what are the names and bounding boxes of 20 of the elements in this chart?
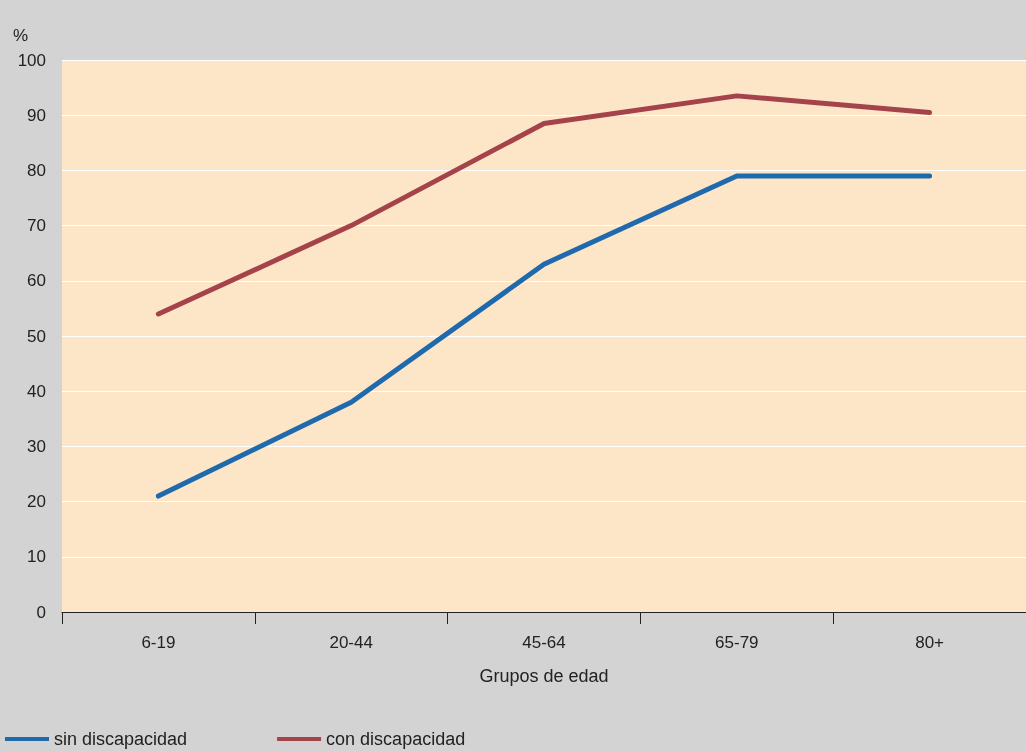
x-tick-label: 20-44 [329,633,373,652]
y-tick-label: 60 [27,271,46,291]
legend-label: con discapacidad [326,729,466,749]
y-axis-title: % [13,26,29,45]
y-tick-label: 0 [36,602,46,622]
y-tick-label: 100 [17,50,46,70]
legend-label: sin discapacidad [54,729,188,749]
x-tick-label: 65-79 [715,633,759,652]
y-tick-label: 70 [27,216,46,236]
y-tick-label: 20 [27,492,46,512]
y-tick-label: 30 [27,436,46,456]
y-tick-label: 90 [27,105,46,125]
x-tick-label: 45-64 [522,633,566,652]
y-tick-label: 10 [27,547,46,567]
x-tick-label: 6-19 [141,633,176,652]
x-axis-title: Grupos de edad [479,666,609,686]
y-tick-label: 80 [27,160,46,180]
y-tick-label: 50 [27,326,46,346]
x-tick-label: 80+ [915,633,945,652]
y-tick-label: 40 [27,381,46,401]
